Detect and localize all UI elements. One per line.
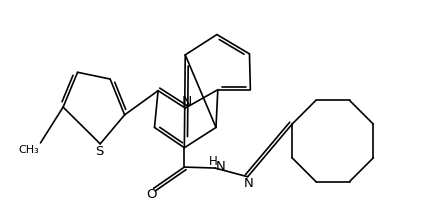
Text: S: S <box>95 145 104 158</box>
Text: H: H <box>209 155 218 168</box>
Text: N: N <box>182 95 192 108</box>
Text: N: N <box>244 177 253 190</box>
Text: CH₃: CH₃ <box>19 144 39 155</box>
Text: N: N <box>216 160 226 173</box>
Text: O: O <box>146 188 157 201</box>
